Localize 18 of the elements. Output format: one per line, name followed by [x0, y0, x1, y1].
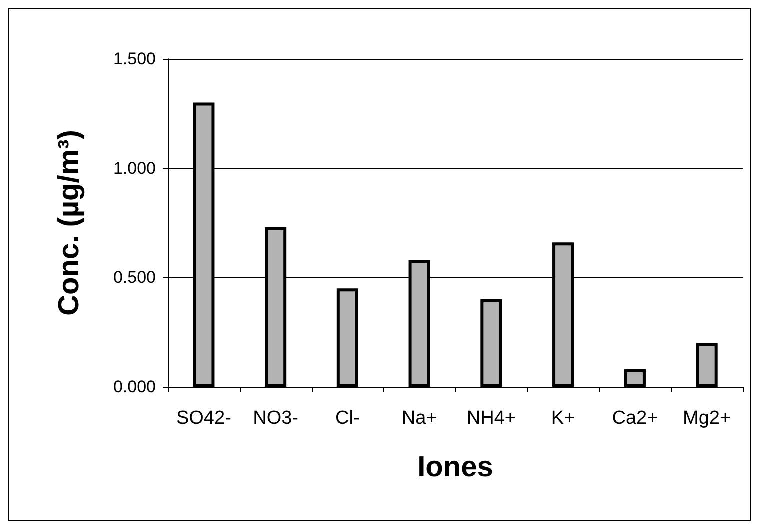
- bar: [624, 370, 646, 387]
- y-axis-title: Conc. (µg/m³): [54, 130, 86, 316]
- x-tick-label: Na+: [402, 408, 438, 429]
- x-tick-label: NH4+: [466, 408, 516, 429]
- y-tick-label: 0.500: [113, 268, 156, 288]
- bar: [480, 300, 502, 387]
- x-tick-label: SO42-: [176, 408, 232, 429]
- y-tick-label: 1.500: [113, 50, 156, 68]
- x-tick-label: Mg2+: [683, 408, 732, 429]
- x-tick-label: NO3-: [253, 408, 299, 429]
- y-tick-label: 0.000: [113, 378, 156, 396]
- bar: [696, 343, 718, 387]
- x-tick-label: Cl-: [336, 408, 360, 429]
- x-tick-label: K+: [551, 408, 576, 429]
- x-axis-title: Iones: [418, 452, 494, 484]
- y-tick-label: 1.000: [113, 158, 156, 178]
- bar: [336, 288, 358, 387]
- x-tick-label: Ca2+: [612, 408, 658, 429]
